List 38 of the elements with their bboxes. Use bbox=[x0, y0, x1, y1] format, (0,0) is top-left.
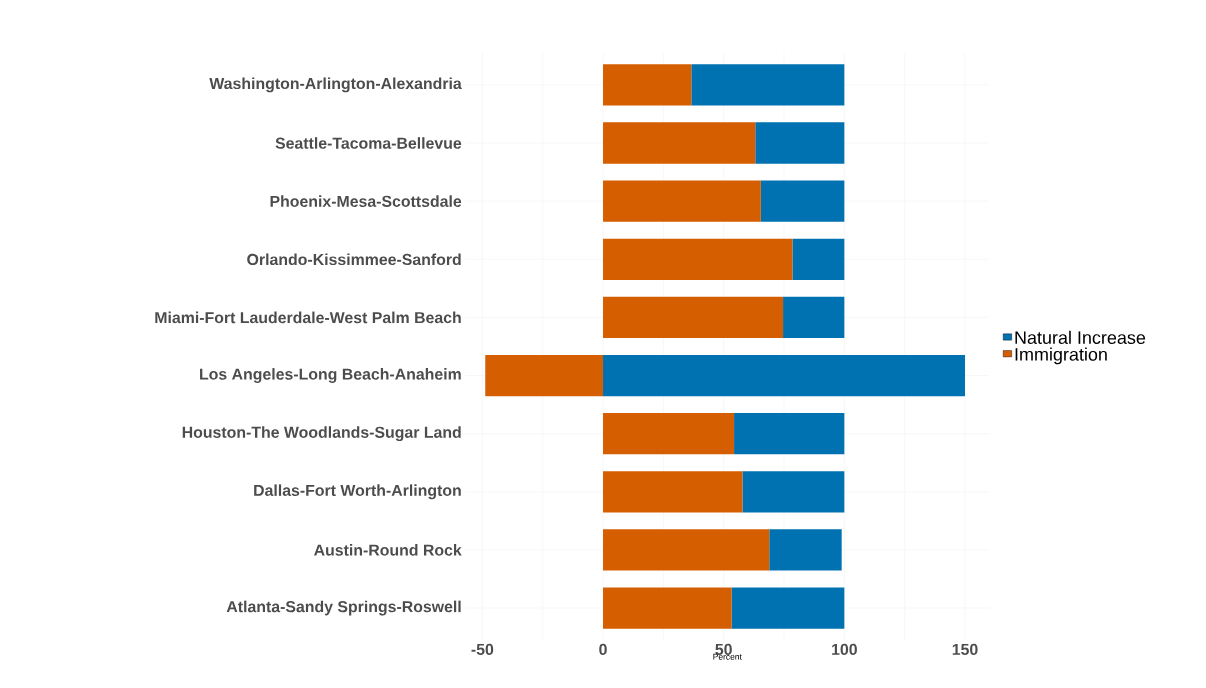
x-tick-label: 150 bbox=[952, 643, 978, 656]
bar bbox=[769, 529, 842, 571]
bar bbox=[731, 587, 845, 629]
bar bbox=[485, 355, 604, 397]
x-axis-title: Percent bbox=[713, 653, 742, 660]
x-tick-label: 0 bbox=[599, 643, 607, 656]
y-tick-label: Seattle-Tacoma-Bellevue bbox=[275, 137, 462, 150]
bar bbox=[603, 355, 965, 397]
bar bbox=[691, 64, 845, 106]
bar bbox=[603, 238, 793, 281]
bar bbox=[603, 587, 732, 629]
bar bbox=[734, 413, 845, 455]
y-tick-label: Los Angeles-Long Beach-Anaheim bbox=[200, 368, 461, 384]
x-tick-label: -50 bbox=[471, 643, 494, 656]
bar bbox=[603, 529, 770, 571]
y-tick-label: Houston-The Woodlands-Sugar Land bbox=[182, 426, 461, 442]
y-tick-label: Orlando-Kissimmee-Sanford bbox=[247, 253, 461, 266]
bar bbox=[603, 471, 743, 513]
bar bbox=[755, 122, 845, 164]
bar bbox=[783, 296, 845, 339]
bar bbox=[603, 413, 735, 455]
bar bbox=[603, 122, 756, 164]
y-tick-label: Atlanta-Sandy Springs-Roswell bbox=[226, 600, 461, 616]
bar bbox=[760, 180, 845, 222]
y-tick-label: Washington-Arlington-Alexandria bbox=[209, 77, 462, 93]
bar bbox=[603, 180, 761, 222]
bar bbox=[742, 471, 845, 513]
y-tick-label: Phoenix-Mesa-Scottsdale bbox=[270, 195, 462, 208]
bar bbox=[603, 296, 784, 339]
bar bbox=[603, 64, 692, 106]
bar bbox=[792, 238, 845, 281]
y-tick-label: Miami-Fort Lauderdale-West Palm Beach bbox=[155, 311, 461, 324]
legend-label: Immigration bbox=[1015, 347, 1107, 365]
y-tick-label: Dallas-Fort Worth-Arlington bbox=[254, 484, 461, 500]
y-tick-label: Austin-Round Rock bbox=[314, 544, 462, 556]
legend-label: Natural Increase bbox=[1015, 330, 1146, 345]
x-tick-label: 50 bbox=[715, 643, 732, 656]
x-tick-label: 100 bbox=[832, 643, 857, 656]
